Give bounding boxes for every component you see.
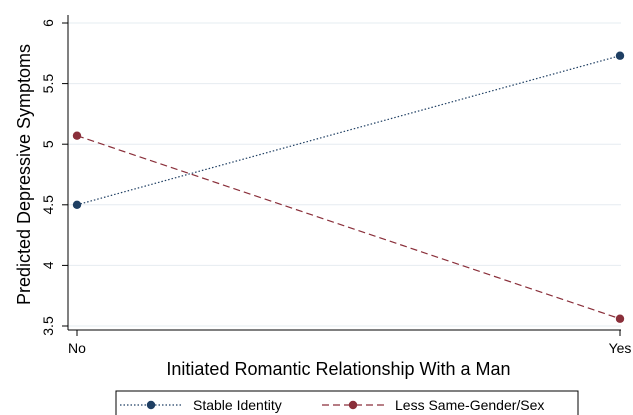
gridlines — [68, 22, 621, 327]
x-tick-label-no: No — [68, 340, 86, 356]
series-group — [72, 51, 625, 323]
y-tick-label-4-5: 4.5 — [40, 195, 56, 215]
y-tick-label-5-5: 5.5 — [40, 74, 56, 94]
data-point-less-same-gender-sex-yes — [615, 314, 625, 323]
y-axis-title: Predicted Depressive Symptoms — [14, 44, 34, 305]
tick-labels: 3.5 4 4.5 5 5.5 6 No Yes — [40, 19, 631, 356]
series-line-less-same-gender-sex — [76, 135, 621, 320]
x-axis-title: Initiated Romantic Relationship With a M… — [166, 359, 510, 379]
legend-label-less-same-gender-sex: Less Same-Gender/Sex — [395, 397, 544, 413]
legend: Stable Identity Less Same-Gender/Sex — [115, 390, 579, 415]
y-tick-label-4: 4 — [40, 261, 56, 269]
data-point-stable-identity-yes — [615, 51, 625, 60]
data-point-less-same-gender-sex-no — [72, 131, 82, 140]
y-tick-label-5: 5 — [40, 140, 56, 148]
axes — [62, 15, 621, 336]
legend-marker-less-same-gender-sex — [348, 400, 358, 410]
legend-label-stable-identity: Stable Identity — [193, 397, 282, 413]
y-tick-label-3-5: 3.5 — [40, 316, 56, 336]
y-tick-label-6: 6 — [40, 19, 56, 27]
legend-marker-stable-identity — [146, 400, 156, 410]
data-point-stable-identity-no — [72, 200, 82, 209]
x-tick-label-yes: Yes — [609, 340, 632, 356]
legend-box — [115, 390, 579, 415]
series-line-stable-identity — [76, 55, 621, 206]
